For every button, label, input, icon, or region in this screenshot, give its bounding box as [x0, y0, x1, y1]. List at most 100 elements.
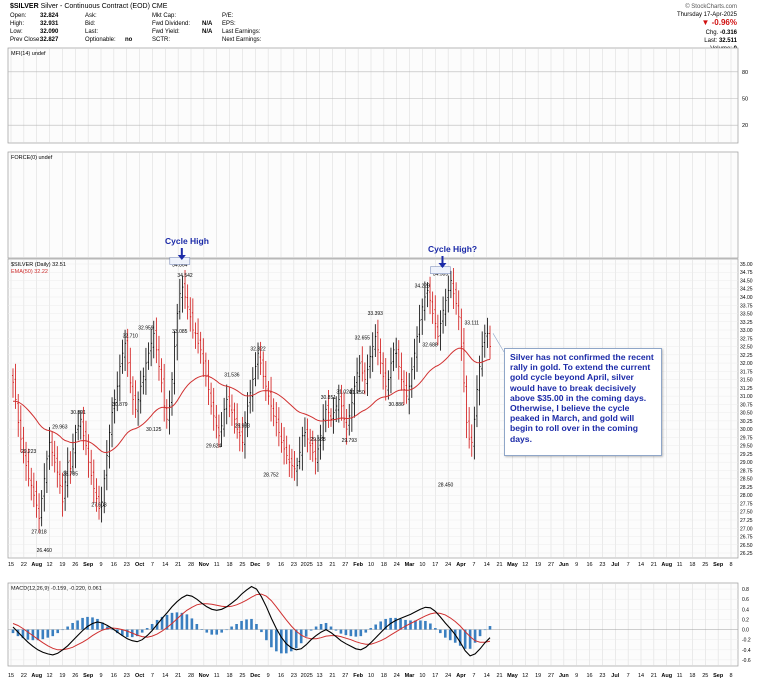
macd-histogram-bar	[299, 629, 303, 644]
last-value: 32.511	[718, 38, 737, 44]
x-tick-label: 9	[575, 673, 578, 679]
callout-arrow-head	[438, 263, 447, 268]
macd-histogram-bar	[225, 629, 228, 631]
macd-histogram-bar	[215, 629, 219, 635]
x-tick-label: May	[507, 673, 519, 679]
macd-histogram-bar	[101, 622, 104, 630]
price-annotation: 32.959	[138, 325, 154, 331]
x-tick-label: 7	[627, 562, 630, 568]
x-tick-label: 23	[599, 673, 605, 679]
macd-histogram-bar	[488, 626, 492, 630]
price-tick-label: 27.50	[740, 510, 753, 516]
macd-tick-label: 0.0	[742, 628, 749, 634]
optionable-value: no	[125, 37, 133, 43]
x-tick-label: Sep	[713, 673, 724, 679]
x-tick-label: 9	[99, 673, 102, 679]
x-tick-label: Apr	[456, 673, 466, 679]
macd-histogram-bar	[439, 629, 442, 634]
macd-histogram-bar	[51, 629, 55, 637]
x-tick-label: Aug	[31, 562, 42, 568]
optionable-label: Optionable:	[85, 37, 116, 43]
macd-histogram-bar	[339, 629, 343, 634]
chg-value: -0.316	[719, 30, 737, 36]
macd-histogram-bar	[349, 629, 353, 637]
macd-histogram-bar	[230, 626, 233, 630]
x-tick-label: 25	[239, 673, 245, 679]
x-tick-label: 17	[432, 673, 438, 679]
macd-histogram-bar	[145, 628, 149, 630]
macd-histogram-bar	[429, 623, 432, 630]
macd-histogram-bar	[309, 629, 313, 631]
price-tick-label: 30.50	[740, 411, 753, 417]
price-annotation: 34.542	[177, 273, 193, 279]
price-annotation: 34.229	[415, 283, 431, 289]
x-tick-label: 21	[329, 562, 335, 568]
macd-histogram-bar	[250, 618, 253, 630]
x-tick-label: 11	[214, 562, 220, 568]
x-tick-label: 2025	[301, 673, 313, 679]
x-tick-label: Apr	[456, 562, 466, 568]
watermark: © StockCharts.com	[685, 4, 737, 10]
x-tick-label: 8	[729, 673, 732, 679]
macd-histogram-bar	[245, 619, 248, 630]
price-annotation: 27.018	[31, 530, 47, 536]
price-tick-label: 32.25	[740, 353, 753, 359]
x-tick-label: Dec	[250, 562, 260, 568]
macd-histogram-bar	[36, 629, 40, 641]
price-high-box	[430, 266, 451, 274]
bid-label: Bid:	[85, 21, 96, 27]
macd-histogram-bar	[61, 629, 64, 631]
price-annotation: 33.085	[172, 329, 188, 335]
macd-histogram-bar	[111, 629, 114, 631]
macd-histogram-bar	[125, 629, 129, 638]
macd-histogram-bar	[270, 629, 273, 648]
last-earnings-label: Last Earnings:	[222, 29, 261, 35]
x-tick-label: 11	[677, 673, 683, 679]
price-tick-label: 31.50	[740, 378, 753, 384]
macd-histogram-bar	[220, 629, 223, 633]
price-tick-label: 28.00	[740, 493, 753, 499]
x-tick-label: 26	[72, 673, 78, 679]
price-tick-label: 34.50	[740, 278, 753, 284]
x-tick-label: 19	[535, 673, 541, 679]
fwd-dividend-value: N/A	[202, 21, 213, 27]
eps-label: EPS:	[222, 21, 236, 27]
price-tick-label: 27.25	[740, 518, 753, 524]
quote-col-3: Mkt Cap: Fwd Dividend: N/A Fwd Yield: N/A …	[152, 12, 212, 44]
symbol-label: $SILVER	[10, 3, 39, 10]
price-annotation: 28.450	[438, 482, 454, 488]
price-tick-label: 27.75	[740, 501, 753, 507]
macd-line	[12, 585, 491, 657]
x-tick-label: 12	[47, 562, 53, 568]
x-tick-label: 18	[689, 673, 695, 679]
price-annotation: 34.864	[172, 262, 188, 268]
price-tick-label: 33.00	[740, 328, 753, 334]
macd-histogram-bar	[240, 620, 243, 630]
macd-histogram-bar	[458, 629, 462, 646]
x-tick-label: 13	[317, 673, 323, 679]
ema-legend: EMA(50) 32.22	[11, 269, 48, 275]
macd-histogram-bar	[424, 620, 427, 630]
pe-label: P/E:	[222, 13, 234, 19]
x-tick-label: 19	[535, 562, 541, 568]
macd-histogram-bar	[205, 629, 209, 633]
force-legend: FORCE(0) undef	[11, 155, 53, 161]
macd-histogram-bar	[160, 616, 164, 630]
price-annotation: 30.886	[389, 402, 405, 408]
x-tick-label: 15	[8, 562, 14, 568]
macd-histogram-bar	[11, 629, 15, 634]
x-tick-label: 21	[329, 673, 335, 679]
x-tick-label: 22	[21, 673, 27, 679]
x-tick-label: Aug	[661, 673, 672, 679]
x-tick-label: 9	[99, 562, 102, 568]
price-annotation: 30.125	[146, 427, 162, 433]
macd-histogram-bar	[404, 619, 407, 630]
x-tick-label: 21	[175, 562, 181, 568]
mfi-tick-label: 80	[742, 70, 748, 76]
price-annotation: 32.710	[123, 334, 139, 340]
price-annotation: 27.603	[91, 502, 107, 508]
x-tick-label: Jun	[559, 562, 569, 568]
macd-histogram-bar	[165, 614, 169, 630]
x-tick-label: 7	[151, 673, 154, 679]
x-tick-label: Aug	[31, 673, 42, 679]
